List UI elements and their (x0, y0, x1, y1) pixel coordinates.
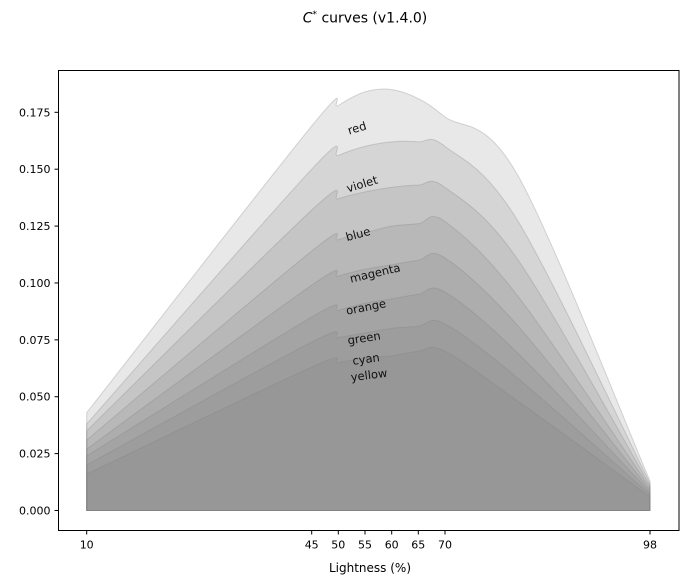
series-area-yellow (86, 346, 651, 511)
y-tick-label: 0.125 (19, 220, 51, 233)
x-axis-label: Lightness (%) (328, 561, 412, 575)
chart-title-variable: C (302, 10, 313, 27)
y-tick-label: 0.175 (19, 106, 51, 119)
chart-title: C* curves (v1.4.0) (303, 10, 428, 27)
x-tick-label: 45 (305, 539, 319, 552)
series-area-violet (86, 138, 651, 511)
y-tick-label: 0.025 (19, 448, 51, 461)
y-tick-label: 0.050 (19, 391, 51, 404)
x-tick-label: 10 (80, 539, 94, 552)
chart-title-rest: curves (v1.4.0) (317, 10, 428, 27)
x-tick-label: 60 (385, 539, 399, 552)
x-tick-label: 98 (643, 539, 657, 552)
x-tick-label: 55 (358, 539, 372, 552)
series-area-magenta (86, 216, 651, 511)
y-tick-label: 0.075 (19, 334, 51, 347)
x-tick-label: 65 (411, 539, 425, 552)
y-tick-label: 0.100 (19, 277, 51, 290)
series-area-orange (86, 252, 651, 511)
x-tick-label: 70 (438, 539, 452, 552)
chart-title-superscript: * (312, 10, 318, 20)
x-tick-label: 50 (331, 539, 345, 552)
series-area-green (86, 287, 651, 511)
y-tick-label: 0.000 (19, 505, 51, 518)
y-tick-label: 0.150 (19, 163, 51, 176)
series-area-red (86, 88, 651, 511)
series-area-blue (86, 180, 651, 511)
series-area-cyan (86, 319, 651, 511)
axes-spines (58, 70, 680, 531)
